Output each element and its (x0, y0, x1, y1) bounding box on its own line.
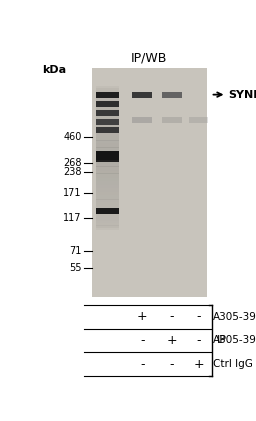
Bar (96, 195, 119, 200)
Bar (96, 112, 119, 117)
Text: +: + (137, 310, 147, 323)
Bar (96, 119, 119, 125)
Bar (96, 221, 119, 226)
Bar (96, 204, 119, 209)
Text: 268: 268 (63, 158, 82, 168)
Bar (96, 133, 119, 138)
Bar (96, 124, 119, 129)
Bar (96, 147, 119, 152)
Text: IP/WB: IP/WB (131, 51, 167, 64)
Bar (96, 225, 119, 230)
Bar (96, 100, 119, 105)
Bar (96, 131, 119, 136)
Bar (96, 181, 119, 185)
Bar (96, 164, 119, 169)
Bar (96, 145, 119, 150)
Bar (96, 103, 119, 107)
Bar (96, 169, 119, 173)
Bar (96, 183, 119, 188)
Bar (96, 223, 119, 228)
Bar (96, 157, 119, 162)
Bar (96, 96, 119, 100)
Bar (96, 128, 119, 133)
Bar (96, 162, 119, 167)
Bar (96, 91, 119, 96)
Bar (96, 119, 119, 124)
Bar (96, 101, 119, 107)
Text: IP: IP (216, 336, 226, 346)
Bar (96, 176, 119, 181)
Bar (96, 155, 119, 160)
Bar (96, 159, 119, 164)
Bar (96, 188, 119, 192)
Bar (96, 197, 119, 202)
Bar (96, 166, 119, 171)
Bar (189, 117, 208, 123)
Bar (96, 105, 119, 110)
Bar (96, 211, 119, 216)
Text: kDa: kDa (42, 65, 66, 75)
Bar (96, 209, 119, 214)
Text: -: - (196, 334, 201, 347)
Bar (96, 216, 119, 221)
Bar (96, 122, 119, 126)
Text: -: - (196, 310, 201, 323)
Bar (96, 117, 119, 122)
Bar (96, 140, 119, 145)
Text: SYNE2: SYNE2 (228, 90, 256, 100)
Bar (96, 110, 119, 116)
Bar (162, 117, 182, 123)
Bar (96, 110, 119, 115)
Bar (162, 92, 182, 98)
Bar (96, 107, 119, 112)
Text: -: - (140, 334, 144, 347)
Bar (96, 218, 119, 223)
Bar (96, 126, 119, 131)
Text: +: + (193, 358, 204, 370)
Text: A305-392A: A305-392A (214, 312, 256, 322)
Bar (96, 93, 119, 98)
Text: +: + (167, 334, 177, 347)
Bar (96, 152, 119, 157)
Text: Ctrl IgG: Ctrl IgG (214, 359, 253, 369)
Text: -: - (140, 358, 144, 370)
Bar (96, 138, 119, 143)
Bar (96, 156, 119, 162)
Bar (96, 200, 119, 204)
Bar (96, 173, 119, 179)
Bar (96, 136, 119, 141)
Text: A305-393A: A305-393A (214, 336, 256, 346)
Bar (96, 88, 119, 93)
Bar (96, 185, 119, 190)
Bar (96, 208, 119, 214)
Text: -: - (170, 310, 174, 323)
Bar (96, 171, 119, 176)
Text: 117: 117 (63, 213, 82, 223)
Text: 171: 171 (63, 188, 82, 198)
Bar (92, 68, 207, 297)
Bar (96, 143, 119, 148)
Bar (132, 92, 152, 98)
Bar (96, 192, 119, 197)
Bar (96, 202, 119, 207)
Bar (96, 127, 119, 133)
Text: -: - (170, 358, 174, 370)
Bar (96, 150, 119, 155)
Bar (96, 178, 119, 183)
Bar (96, 115, 119, 119)
Bar (132, 117, 152, 123)
Bar (96, 213, 119, 218)
Bar (96, 207, 119, 211)
Bar (96, 190, 119, 195)
Bar (96, 151, 119, 160)
Bar (96, 98, 119, 103)
Bar (96, 86, 119, 91)
Text: 238: 238 (63, 167, 82, 177)
Bar (96, 92, 119, 98)
Text: 55: 55 (69, 263, 82, 273)
Text: 460: 460 (63, 132, 82, 142)
Text: 71: 71 (69, 246, 82, 256)
